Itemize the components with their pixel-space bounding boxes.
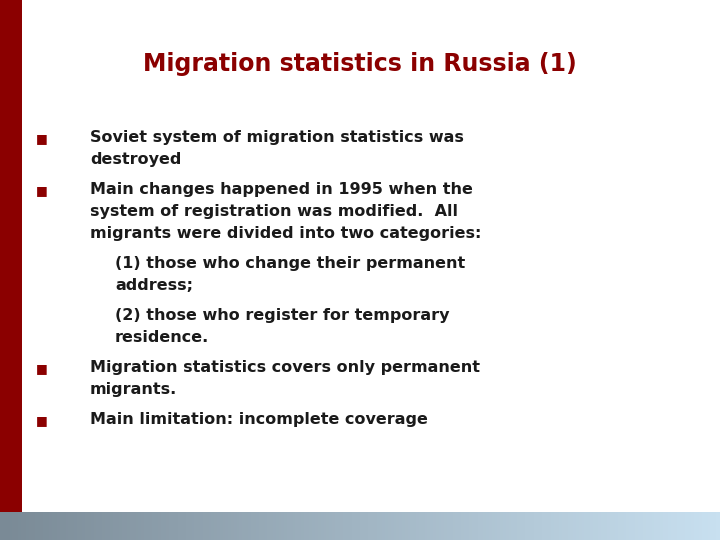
Text: address;: address; (115, 278, 193, 293)
Text: Soviet system of migration statistics was: Soviet system of migration statistics wa… (90, 130, 464, 145)
Text: Main changes happened in 1995 when the: Main changes happened in 1995 when the (90, 182, 473, 197)
Text: ■: ■ (36, 362, 48, 375)
Text: (1) those who change their permanent: (1) those who change their permanent (115, 256, 465, 271)
Text: Migration statistics covers only permanent: Migration statistics covers only permane… (90, 360, 480, 375)
Text: destroyed: destroyed (90, 152, 181, 167)
Text: Migration statistics in Russia (1): Migration statistics in Russia (1) (143, 52, 577, 76)
Text: Main limitation: incomplete coverage: Main limitation: incomplete coverage (90, 412, 428, 427)
Text: ■: ■ (36, 132, 48, 145)
Text: migrants.: migrants. (90, 382, 177, 397)
Text: (2) those who register for temporary: (2) those who register for temporary (115, 308, 449, 323)
Text: ■: ■ (36, 184, 48, 197)
Bar (0, 0, 22, 512)
Text: ■: ■ (36, 414, 48, 427)
Text: residence.: residence. (115, 330, 210, 345)
Text: system of registration was modified.  All: system of registration was modified. All (90, 204, 458, 219)
Text: migrants were divided into two categories:: migrants were divided into two categorie… (90, 226, 482, 241)
